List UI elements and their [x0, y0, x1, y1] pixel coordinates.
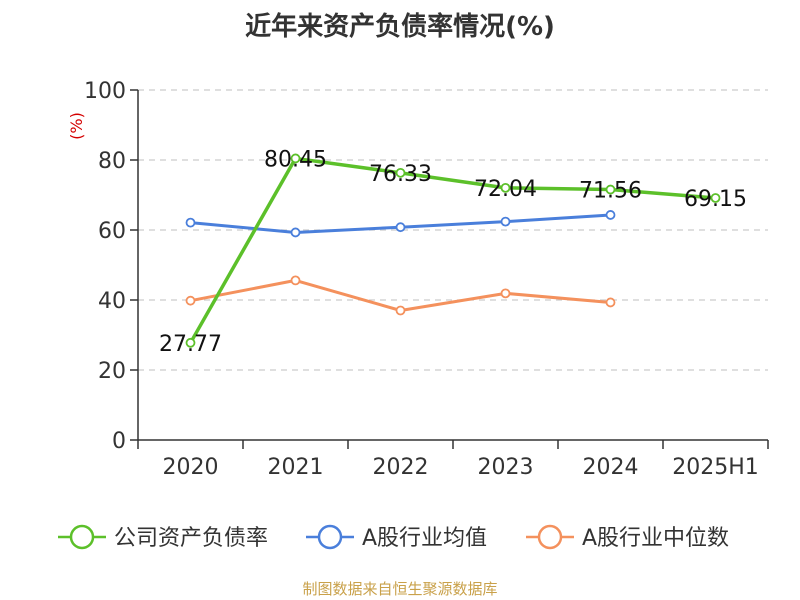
- data-point: [605, 297, 616, 308]
- data-point: [500, 182, 511, 193]
- data-point: [395, 305, 406, 316]
- y-tick-label: 80: [98, 149, 126, 174]
- data-point: [395, 222, 406, 233]
- x-tick-label: 2022: [373, 455, 429, 480]
- data-point: [710, 193, 721, 203]
- data-point: [185, 217, 196, 228]
- data-point: [500, 288, 511, 299]
- data-label: 27.77: [159, 332, 222, 357]
- y-tick-label: 100: [84, 79, 126, 104]
- legend-label: 公司资产负债率: [114, 526, 268, 551]
- data-point: [185, 337, 196, 348]
- y-tick-label: 60: [98, 219, 126, 244]
- legend-marker: [537, 524, 563, 550]
- legend-marker: [69, 524, 95, 550]
- y-tick-label: 0: [112, 429, 126, 454]
- data-point: [290, 153, 301, 164]
- x-tick-label: 2020: [163, 455, 219, 480]
- y-tick-label: 20: [98, 359, 126, 384]
- data-label: 72.04: [474, 177, 537, 202]
- data-point: [185, 295, 196, 306]
- data-label: 71.56: [579, 179, 642, 204]
- chart-title: 近年来资产负债率情况(%): [245, 12, 555, 42]
- data-label: 76.33: [369, 162, 432, 187]
- x-tick-label: 2025H1: [672, 455, 759, 480]
- legend-label: A股行业均值: [362, 526, 487, 551]
- data-point: [290, 227, 301, 238]
- legend-label: A股行业中位数: [582, 526, 729, 551]
- data-point: [395, 167, 406, 178]
- data-label: 80.45: [264, 147, 327, 172]
- y-tick-label: 40: [98, 289, 126, 314]
- data-point: [605, 184, 616, 195]
- x-tick-label: 2024: [583, 455, 639, 480]
- series-line: [188, 156, 716, 344]
- legend-marker: [317, 524, 343, 550]
- x-tick-label: 2021: [268, 455, 324, 480]
- data-point: [500, 216, 511, 227]
- y-axis-label: (%): [67, 112, 86, 140]
- x-tick-label: 2023: [478, 455, 534, 480]
- source-note: 制图数据来自恒生聚源数据库: [302, 580, 498, 598]
- data-label: 69.15: [684, 187, 747, 212]
- data-point: [605, 210, 616, 220]
- data-point: [290, 275, 301, 286]
